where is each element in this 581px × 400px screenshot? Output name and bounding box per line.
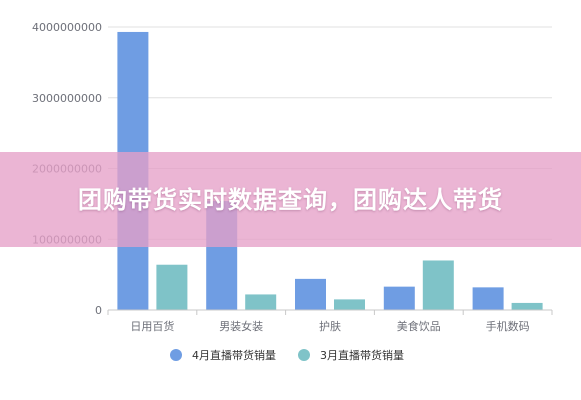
y-tick-label-0: 0	[95, 304, 102, 317]
banner-overlay: 团购带货实时数据查询，团购达人带货	[0, 152, 581, 247]
bar-april-3	[383, 286, 415, 310]
bar-april-2	[295, 278, 326, 310]
legend: 4月直播带货销量 3月直播带货销量	[170, 348, 404, 362]
x-tick-label-3: 美食饮品	[397, 319, 441, 333]
x-tick-label-4: 手机数码	[486, 319, 530, 333]
legend-marker-0	[170, 349, 182, 361]
bar-march-1	[245, 294, 277, 310]
bar-march-3	[422, 260, 454, 310]
legend-label-1: 3月直播带货销量	[320, 348, 404, 362]
x-tick-label-2: 护肤	[319, 319, 341, 333]
legend-marker-1	[298, 349, 310, 361]
bar-march-4	[511, 302, 543, 310]
bar-march-0	[156, 264, 188, 310]
y-tick-label-4: 4000000000	[32, 21, 102, 34]
x-tick-label-1: 男装女装	[219, 319, 263, 333]
bar-march-2	[334, 299, 365, 310]
legend-label-0: 4月直播带货销量	[192, 348, 276, 362]
bar-april-4	[472, 287, 504, 310]
banner-title: 团购带货实时数据查询，团购达人带货	[78, 185, 503, 214]
y-tick-label-3: 3000000000	[32, 92, 102, 105]
x-tick-label-0: 日用百货	[130, 319, 174, 333]
